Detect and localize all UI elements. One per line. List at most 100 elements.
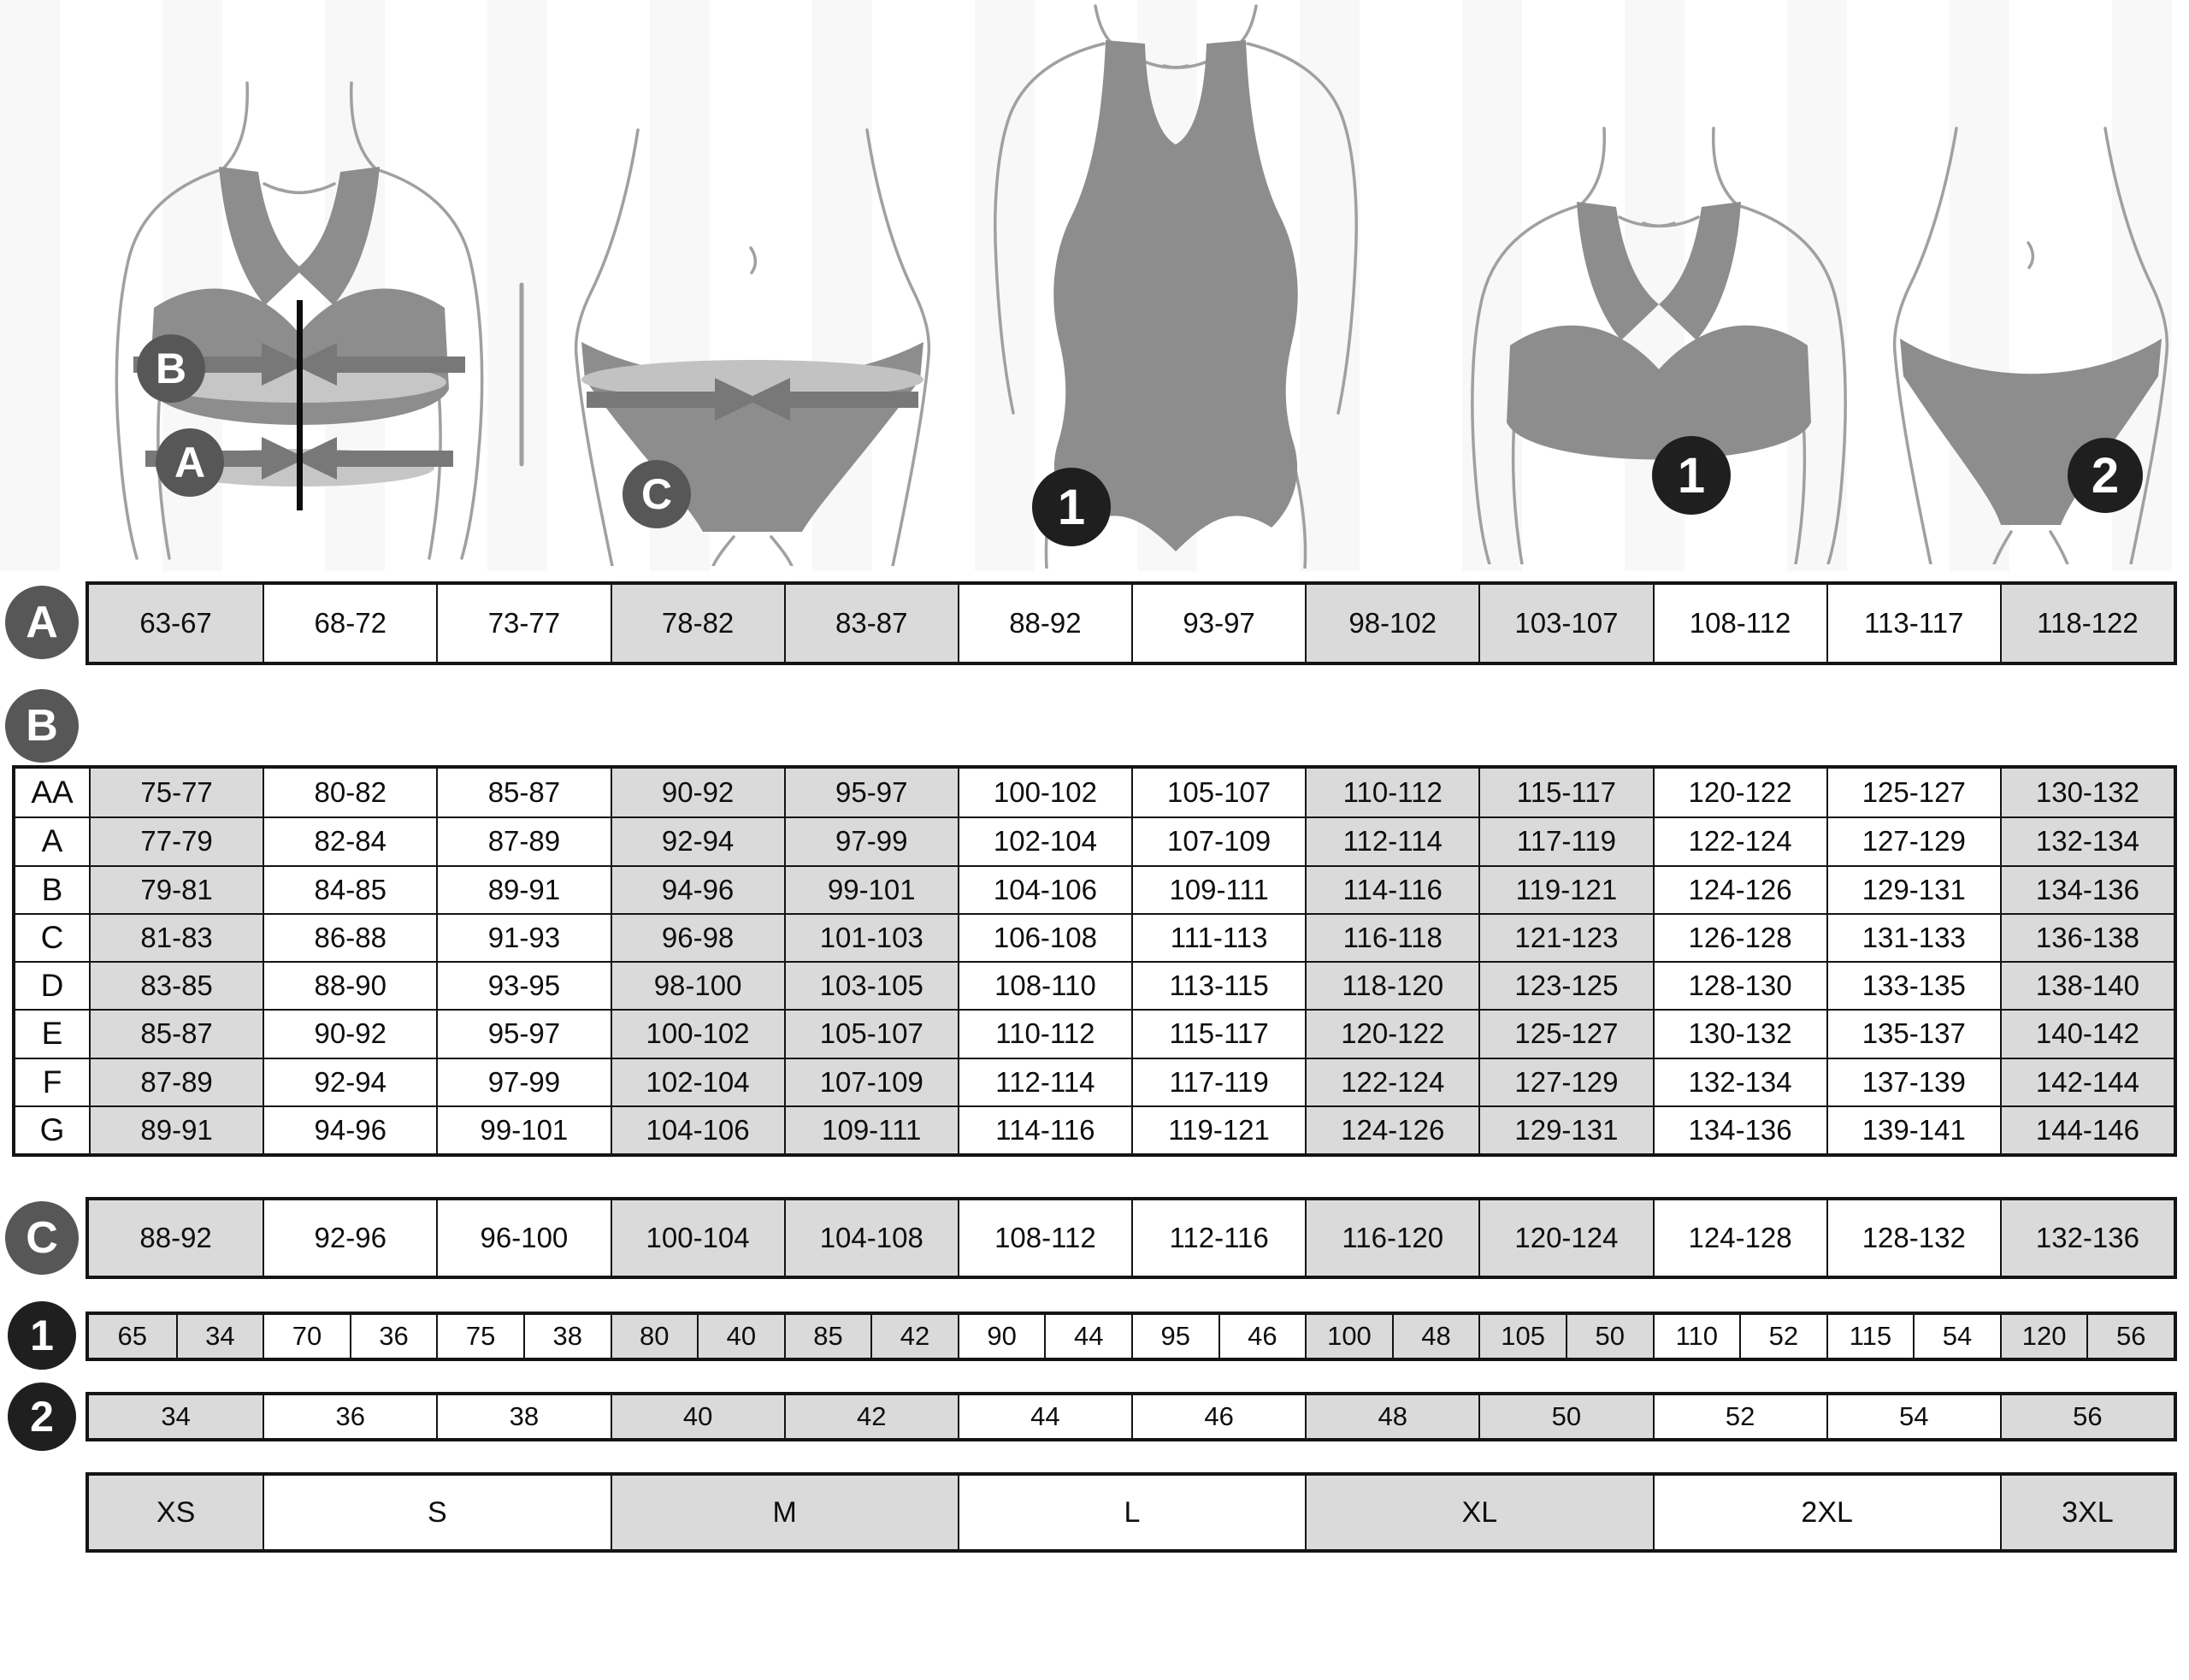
table-cell: 40 bbox=[697, 1315, 784, 1358]
numeric-size-row: 34 36 38 40 42 44 46 48 50 52 54 56 bbox=[86, 1392, 2177, 1441]
table-cell: 48 bbox=[1391, 1315, 1479, 1358]
table-cell: 94-96 bbox=[610, 864, 784, 913]
table-cell: 75 bbox=[436, 1315, 523, 1358]
figure-badge-a: A bbox=[156, 428, 224, 497]
table-cell: 115-117 bbox=[1478, 769, 1653, 817]
table-cell: 108-112 bbox=[1652, 585, 1826, 662]
table-cell: 106-108 bbox=[957, 912, 1131, 961]
size-label-cell: S bbox=[263, 1476, 611, 1549]
table-cell: 87-89 bbox=[89, 1057, 263, 1105]
table-cell: 114-116 bbox=[1305, 864, 1479, 913]
panty-figure: 2 bbox=[1892, 127, 2169, 564]
figure-badge-c-label: C bbox=[641, 470, 672, 518]
table-cell: 90-92 bbox=[610, 769, 784, 817]
table-cell: 109-111 bbox=[1131, 864, 1306, 913]
badge-c: C bbox=[5, 1201, 79, 1275]
table-cell: 104-108 bbox=[783, 1200, 958, 1276]
table-cell: 36 bbox=[263, 1395, 437, 1438]
table-cell: 120-122 bbox=[1305, 1009, 1479, 1058]
table-cell: 79-81 bbox=[89, 864, 263, 913]
table-cell: 116-120 bbox=[1305, 1200, 1479, 1276]
table-cell: 93-97 bbox=[1131, 585, 1306, 662]
table-cell: 80-82 bbox=[263, 769, 437, 817]
table-cell: 97-99 bbox=[436, 1057, 611, 1105]
table-cell: 105-107 bbox=[1131, 769, 1306, 817]
table-cell: 70 bbox=[263, 1315, 350, 1358]
table-cell: 124-126 bbox=[1652, 864, 1826, 913]
figures-strip: B A bbox=[0, 0, 2189, 571]
size-label-cell: XL bbox=[1305, 1476, 1653, 1549]
table-cell: 40 bbox=[610, 1395, 784, 1438]
table-cell: 89-91 bbox=[436, 864, 611, 913]
figure-badge-b: B bbox=[137, 334, 205, 403]
cup-letter-cell: C bbox=[15, 912, 89, 961]
table-cell: 124-128 bbox=[1652, 1200, 1826, 1276]
table-cell: 56 bbox=[2086, 1315, 2174, 1358]
table-cell: 86-88 bbox=[263, 912, 437, 961]
size-label-cell: M bbox=[610, 1476, 958, 1549]
table-cell: 92-94 bbox=[610, 816, 784, 865]
figure-badge-2-panty: 2 bbox=[2068, 438, 2143, 513]
table-cell: 82-84 bbox=[263, 816, 437, 865]
table-cell: 100-102 bbox=[610, 1009, 784, 1058]
table-cell: 132-134 bbox=[1652, 1057, 1826, 1105]
table-cell: 122-124 bbox=[1305, 1057, 1479, 1105]
table-cell: 52 bbox=[1739, 1315, 1826, 1358]
table-cell: 54 bbox=[1913, 1315, 2000, 1358]
table-cell: 110 bbox=[1652, 1315, 1740, 1358]
table-cell: 119-121 bbox=[1131, 1105, 1306, 1153]
table-cell: 131-133 bbox=[1826, 912, 2000, 961]
table-cell: 142-144 bbox=[1999, 1057, 2174, 1105]
table-cell: 112-116 bbox=[1131, 1200, 1306, 1276]
table-cell: 100 bbox=[1305, 1315, 1392, 1358]
table-cell: 101-103 bbox=[783, 912, 958, 961]
table-cell: 117-119 bbox=[1131, 1057, 1306, 1105]
table-cell: 135-137 bbox=[1826, 1009, 2000, 1058]
table-cell: 44 bbox=[957, 1395, 1131, 1438]
table-cell: 34 bbox=[175, 1315, 263, 1358]
panty-measurement-figure: C bbox=[574, 128, 931, 566]
table-cell: 98-102 bbox=[1305, 585, 1479, 662]
table-cell: 133-135 bbox=[1826, 961, 2000, 1010]
hip-measure-arrows bbox=[587, 378, 918, 421]
table-cell: 144-146 bbox=[1999, 1105, 2174, 1153]
table-cell: 139-141 bbox=[1826, 1105, 2000, 1153]
table-cell: 75-77 bbox=[89, 769, 263, 817]
table-cell: 88-92 bbox=[89, 1200, 263, 1276]
cup-letter-cell: E bbox=[15, 1009, 89, 1058]
table-cell: 112-114 bbox=[1305, 816, 1479, 865]
underbust-range-row: 63-67 68-72 73-77 78-82 83-87 88-92 93-97 98-10… bbox=[86, 581, 2177, 665]
table-cell: 54 bbox=[1826, 1395, 2000, 1438]
bra-measurement-figure: B A bbox=[115, 81, 524, 560]
table-cell: 120-124 bbox=[1478, 1200, 1653, 1276]
table-cell: 99-101 bbox=[436, 1105, 611, 1153]
size-label-cell: 3XL bbox=[1999, 1476, 2174, 1549]
table-cell: 105 bbox=[1478, 1315, 1566, 1358]
table-cell: 109-111 bbox=[783, 1105, 958, 1153]
table-cell: 90-92 bbox=[263, 1009, 437, 1058]
figure-badge-1-bra-label: 1 bbox=[1678, 448, 1705, 504]
table-cell: 115 bbox=[1826, 1315, 1914, 1358]
table-cell: 129-131 bbox=[1826, 864, 2000, 913]
table-cell: 46 bbox=[1131, 1395, 1306, 1438]
table-cell: 120-122 bbox=[1652, 769, 1826, 817]
hip-range-row: 88-92 92-96 96-100 100-104 104-108 108-112 112… bbox=[86, 1197, 2177, 1279]
table-cell: 38 bbox=[436, 1395, 611, 1438]
table-cell: 112-114 bbox=[957, 1057, 1131, 1105]
table-cell: 36 bbox=[349, 1315, 437, 1358]
size-label-cell: 2XL bbox=[1652, 1476, 2000, 1549]
table-cell: 132-136 bbox=[1999, 1200, 2174, 1276]
table-cell: 92-96 bbox=[263, 1200, 437, 1276]
swimsuit-figure: 1 bbox=[994, 4, 1358, 569]
table-cell: 85-87 bbox=[89, 1009, 263, 1058]
table-cell: 138-140 bbox=[1999, 961, 2174, 1010]
table-cell: 95 bbox=[1131, 1315, 1218, 1358]
table-cell: 127-129 bbox=[1826, 816, 2000, 865]
badge-a: A bbox=[5, 586, 79, 659]
table-cell: 98-100 bbox=[610, 961, 784, 1010]
table-cell: 97-99 bbox=[783, 816, 958, 865]
table-cell: 118-120 bbox=[1305, 961, 1479, 1010]
panty-silhouette bbox=[1900, 339, 2162, 525]
figure-badge-1-swimsuit-label: 1 bbox=[1058, 480, 1085, 535]
table-cell: 134-136 bbox=[1999, 864, 2174, 913]
